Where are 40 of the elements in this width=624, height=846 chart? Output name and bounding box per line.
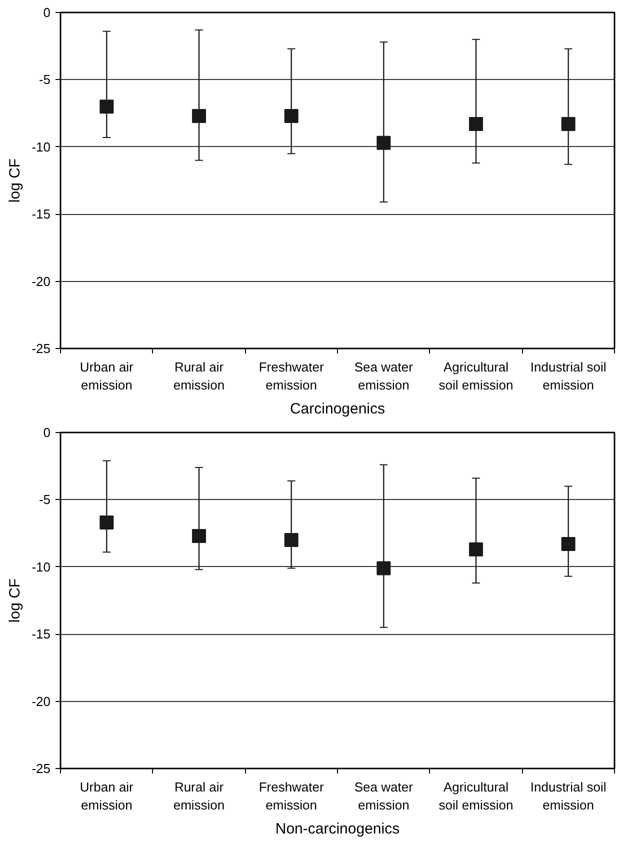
y-axis-title: log CF (6, 578, 24, 623)
point (100, 100, 114, 114)
point (561, 537, 576, 552)
x-tick-label: Rural air emission (173, 780, 225, 812)
x-tick-label: Industrial soil emission (530, 780, 606, 812)
point (284, 108, 298, 123)
x-tick-label: Urban air emission (80, 780, 134, 812)
x-tick-label: Freshwater emission (258, 360, 325, 392)
y-tick-label: -15 (32, 626, 51, 642)
x-tick-label: Rural air emission (173, 360, 225, 392)
y-axis-title: log CF (6, 158, 24, 203)
point (376, 561, 391, 576)
y-tick-label: -20 (32, 694, 51, 709)
x-axis-title: Carcinogenics (290, 400, 386, 418)
y-tick-label: 0 (43, 425, 51, 440)
point (284, 533, 298, 548)
point (376, 136, 391, 150)
y-tick-label: -15 (32, 206, 51, 222)
point (192, 108, 206, 123)
y-tick-label: -25 (32, 341, 51, 356)
y-tick-label: -5 (38, 492, 51, 508)
x-tick-label: Sea water emission (354, 360, 414, 392)
y-tick-label: -10 (32, 139, 51, 154)
point (469, 542, 483, 556)
x-axis-title: Non-carcinogenics (275, 820, 400, 838)
point (561, 117, 576, 132)
x-tick-label: Agricultural soil emission (438, 780, 514, 812)
x-tick-label: Industrial soil emission (530, 360, 606, 392)
y-tick-label: -20 (32, 274, 51, 289)
x-tick-label: Sea water emission (354, 780, 414, 812)
y-tick-label: -10 (32, 559, 51, 574)
x-tick-label: Freshwater emission (258, 780, 325, 812)
y-tick-label: -25 (32, 761, 51, 776)
point (469, 117, 483, 132)
point (100, 516, 114, 530)
y-tick-label: 0 (43, 5, 51, 20)
x-tick-label: Agricultural soil emission (438, 360, 514, 392)
y-tick-label: -5 (38, 72, 51, 88)
x-tick-label: Urban air emission (80, 360, 134, 392)
point (192, 528, 206, 543)
